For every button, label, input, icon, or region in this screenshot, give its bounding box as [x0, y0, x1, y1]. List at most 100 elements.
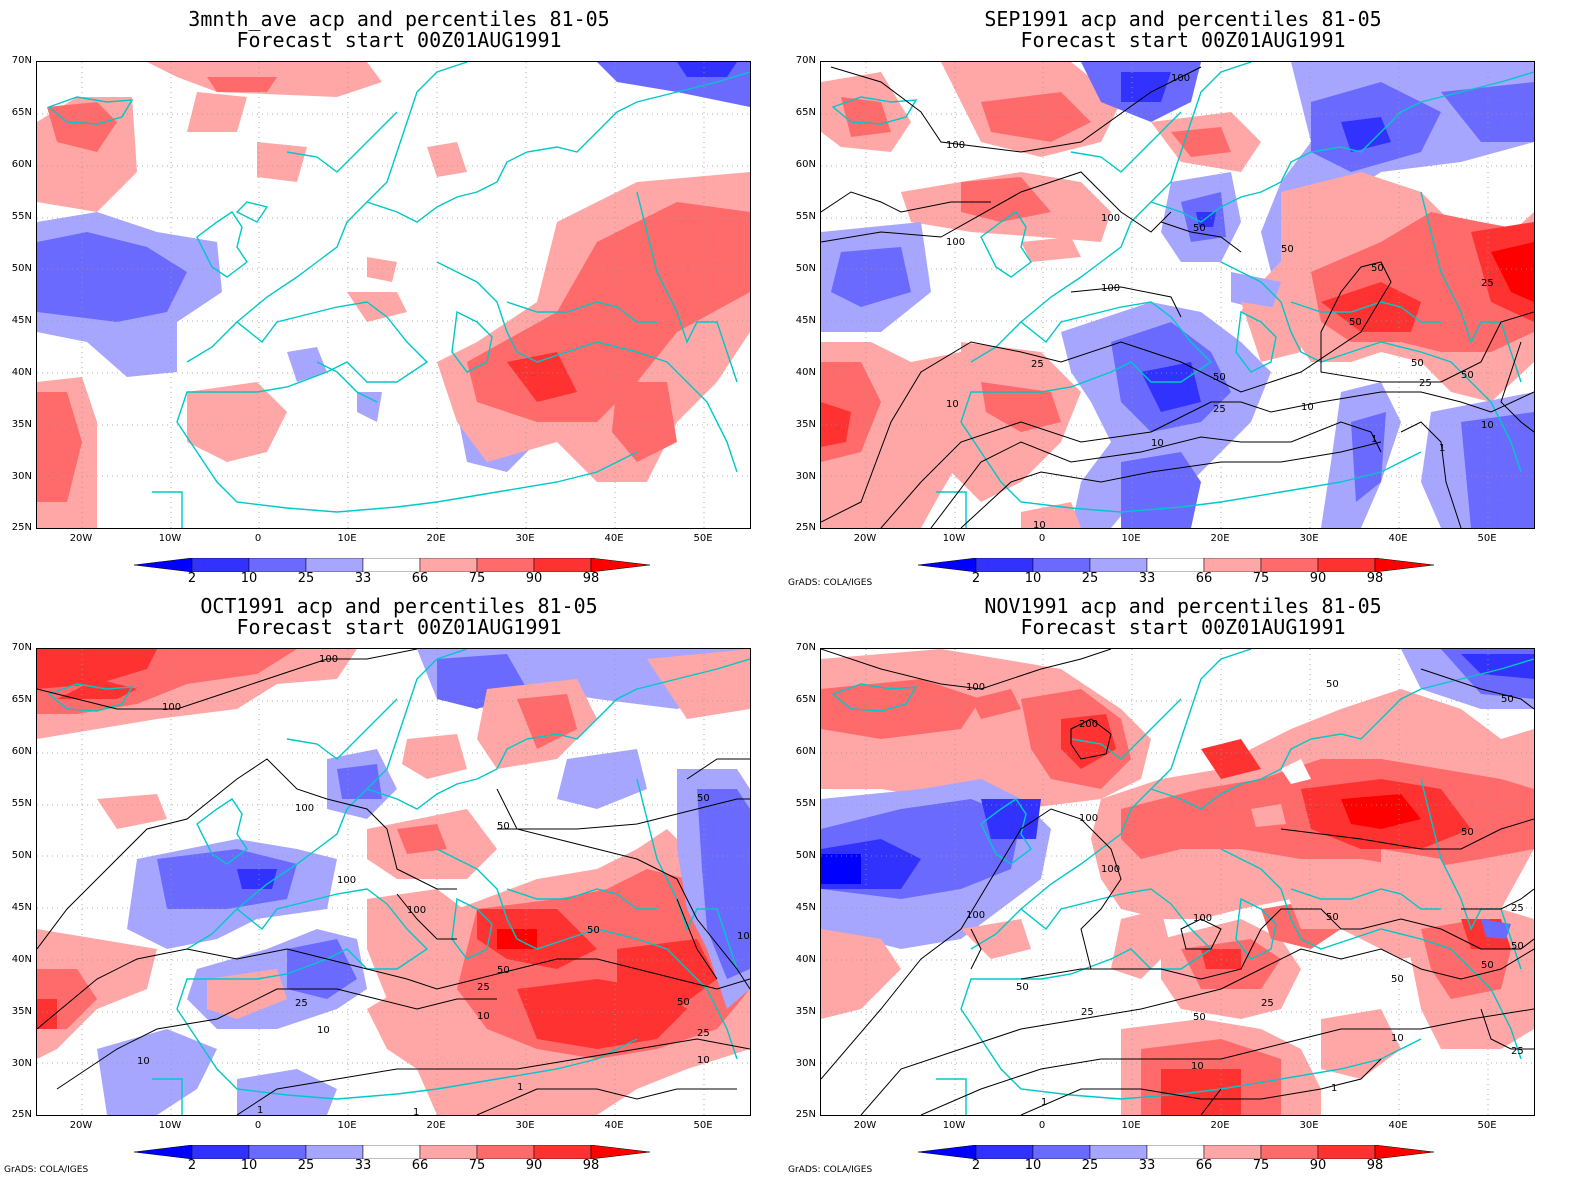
lat-tick: 50N [795, 850, 816, 861]
lon-tick: 10W [158, 533, 182, 544]
contour-label: 50 [1016, 982, 1029, 993]
colorbar-label: 90 [1309, 571, 1327, 586]
contour-label: 50 [1281, 244, 1294, 255]
lon-tick: 40E [604, 533, 624, 544]
contour-label: 100 [946, 237, 965, 248]
contour-label: 100 [295, 803, 314, 814]
map-field: 100 100 100 100 100 50 50 50 50 50 25 25… [37, 649, 750, 1115]
lat-tick: 60N [11, 159, 32, 170]
lon-tick: 0 [254, 1120, 262, 1131]
lat-tick: 30N [795, 471, 816, 482]
colorbar-label: 25 [1081, 571, 1099, 586]
lon-tick: 20E [1210, 1120, 1230, 1131]
contour-label: 1 [257, 1105, 263, 1115]
colorbar-label: 2 [971, 571, 981, 586]
lon-tick: 30E [1299, 533, 1319, 544]
colorbar-swatches [917, 557, 1435, 573]
contour-label: 10 [737, 931, 750, 942]
lat-tick: 65N [795, 694, 816, 705]
colorbar-label: 66 [1195, 1158, 1213, 1173]
contour-label: 50 [1326, 679, 1339, 690]
lat-tick: 35N [11, 1006, 32, 1017]
lon-tick: 10E [1121, 533, 1141, 544]
lon-tick: 50E [693, 533, 713, 544]
contours [821, 66, 1534, 528]
coastlines [831, 62, 1534, 528]
lat-tick: 40N [11, 367, 32, 378]
contour-label: 1 [1331, 1083, 1337, 1094]
contour-label: 25 [1419, 378, 1432, 389]
panel-title-line1: NOV1991 acp and percentiles 81-05 [984, 594, 1382, 618]
panel-title-line2: Forecast start 00Z01AUG1991 [236, 28, 562, 52]
lon-tick: 40E [604, 1120, 624, 1131]
lon-tick: 50E [1477, 533, 1497, 544]
contour-label: 100 [1101, 864, 1120, 875]
colorbar-label: 66 [411, 571, 429, 586]
lat-tick: 45N [11, 902, 32, 913]
lat-tick: 60N [795, 159, 816, 170]
contour-label: 100 [337, 875, 356, 886]
panel-title-line2: Forecast start 00Z01AUG1991 [1020, 28, 1346, 52]
map-frame: 100 100 100 100 100 50 50 50 50 50 25 25… [36, 648, 751, 1116]
coastlines [47, 62, 750, 528]
contour-label: 10 [477, 1011, 490, 1022]
precip-shading [37, 62, 750, 528]
contour-label: 100 [1101, 283, 1120, 294]
contour-label: 200 [1079, 719, 1098, 730]
grads-credit: GrADS: COLA/IGES [4, 1165, 89, 1175]
lat-tick: 30N [11, 471, 32, 482]
colorbar-label: 10 [240, 1158, 258, 1173]
lon-tick: 40E [1388, 533, 1408, 544]
contour-label: 100 [1079, 813, 1098, 824]
colorbar: 2 10 25 33 66 75 90 98 [133, 1144, 651, 1174]
panel-title-line1: OCT1991 acp and percentiles 81-05 [200, 594, 598, 618]
contour-label: 50 [1193, 1012, 1206, 1023]
colorbar: 2 10 25 33 66 75 90 98 [917, 557, 1435, 587]
lat-tick: 45N [795, 902, 816, 913]
precip-shading [37, 649, 750, 1115]
lat-tick: 55N [795, 798, 816, 809]
colorbar-label: 10 [1024, 571, 1042, 586]
lon-tick: 30E [1299, 1120, 1319, 1131]
colorbar-label: 33 [354, 571, 372, 586]
contour-label: 50 [497, 965, 510, 976]
map-field: 100 100 100 100 200 100 50 50 50 50 50 5… [821, 649, 1534, 1115]
contour-label: 25 [477, 982, 490, 993]
lat-tick: 25N [11, 1109, 32, 1120]
lat-tick: 70N [795, 642, 816, 653]
contour-label: 50 [1391, 974, 1404, 985]
lon-tick: 10W [158, 1120, 182, 1131]
colorbar-swatches [133, 1144, 651, 1160]
lat-tick: 70N [11, 55, 32, 66]
lon-tick: 20W [69, 1120, 93, 1131]
lon-tick: 0 [1038, 1120, 1046, 1131]
contour-label: 50 [1461, 827, 1474, 838]
contour-label: 1 [1439, 443, 1445, 454]
contour-label: 25 [697, 1028, 710, 1039]
colorbar: 2 10 25 33 66 75 90 98 [133, 557, 651, 587]
lon-tick: 0 [1038, 533, 1046, 544]
contour-label: 50 [1193, 223, 1206, 234]
lat-tick: 45N [795, 315, 816, 326]
contour-label: 25 [1511, 903, 1524, 914]
contour-label: 100 [966, 682, 985, 693]
lat-tick: 70N [795, 55, 816, 66]
lat-tick: 25N [795, 522, 816, 533]
colorbar-label: 75 [468, 571, 486, 586]
lon-tick: 20W [853, 1120, 877, 1131]
contour-label: 10 [1301, 402, 1314, 413]
colorbar-swatches [917, 1144, 1435, 1160]
contour-label: 50 [677, 997, 690, 1008]
lat-tick: 65N [795, 107, 816, 118]
contour-label: 100 [162, 702, 181, 713]
colorbar-label: 2 [971, 1158, 981, 1173]
lon-tick: 20E [426, 1120, 446, 1131]
colorbar-label: 98 [1366, 571, 1384, 586]
lon-tick: 20E [426, 533, 446, 544]
contour-label: 10 [946, 399, 959, 410]
contour-label: 10 [137, 1056, 150, 1067]
map-frame [36, 61, 751, 529]
colorbar-label: 66 [1195, 571, 1213, 586]
lon-tick: 20E [1210, 533, 1230, 544]
colorbar-label: 10 [1024, 1158, 1042, 1173]
